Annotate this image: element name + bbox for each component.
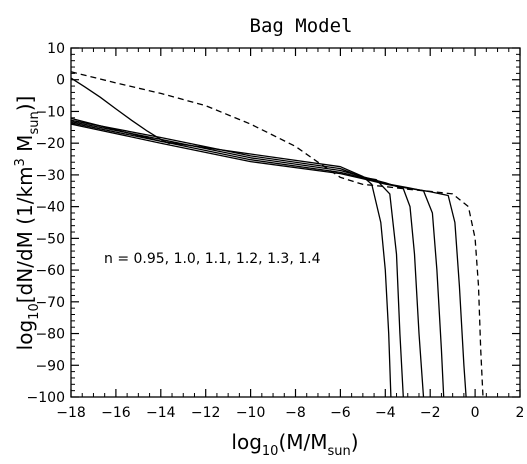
y-tick-label: −80 <box>35 327 65 343</box>
x-tick-label: −8 <box>285 405 306 421</box>
chart-title: Bag Model <box>250 15 353 37</box>
y-tick-label: 0 <box>56 73 65 89</box>
series-lines <box>70 71 484 398</box>
y-tick-label: −40 <box>35 200 65 216</box>
x-tick-label: 2 <box>516 405 525 421</box>
x-tick-label: −14 <box>146 405 176 421</box>
plot-frame <box>70 47 521 398</box>
axis-ticks: −18 −16 −14 −12 −10 −8 −6 −4 −2 0 2−100−90−80−70−6… <box>27 41 525 421</box>
series-line-5 <box>70 123 467 398</box>
x-tick-label: −6 <box>330 405 351 421</box>
y-tick-label: −70 <box>35 295 65 311</box>
y-axis-label: log10[dN/dM (1/km3 Msun)] <box>13 96 42 351</box>
y-tick-label: −20 <box>35 136 65 152</box>
x-tick-label: −4 <box>375 405 396 421</box>
legend-annotation: n = 0.95, 1.0, 1.1, 1.2, 1.3, 1.4 <box>104 251 321 267</box>
y-tick-label: −90 <box>35 358 65 374</box>
y-tick-label: 10 <box>47 41 65 57</box>
x-tick-label: −18 <box>56 405 86 421</box>
x-axis-label: log10(M/Msun) <box>231 430 358 459</box>
series-line-6 <box>70 77 171 145</box>
y-tick-label: −60 <box>35 263 65 279</box>
y-tick-label: −30 <box>35 168 65 184</box>
y-tick-label: −50 <box>35 231 65 247</box>
series-line-3 <box>70 120 425 398</box>
series-line-1 <box>70 117 392 398</box>
x-tick-label: −10 <box>236 405 266 421</box>
series-line-7 <box>70 71 484 398</box>
x-tick-label: 0 <box>471 405 480 421</box>
x-tick-label: −2 <box>420 405 441 421</box>
y-tick-label: −100 <box>27 390 65 406</box>
x-tick-label: −12 <box>191 405 221 421</box>
y-tick-label: −10 <box>35 104 65 120</box>
x-tick-label: −16 <box>101 405 131 421</box>
